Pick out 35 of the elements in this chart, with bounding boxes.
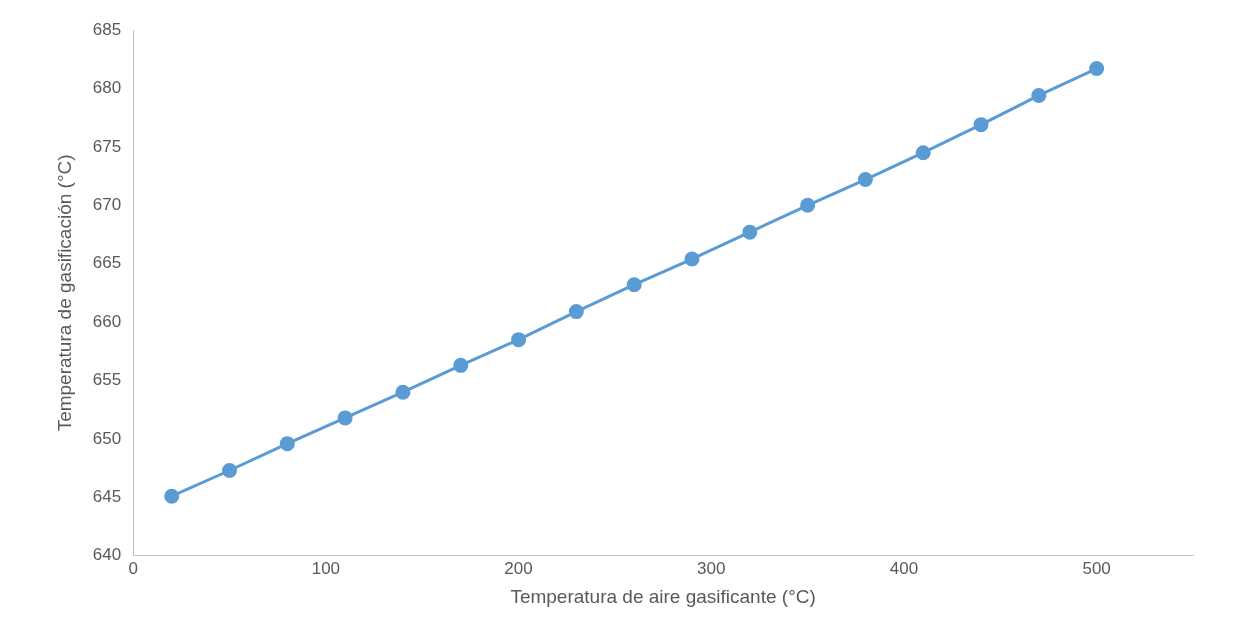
point — [684, 251, 700, 267]
point — [742, 224, 758, 240]
point — [337, 410, 353, 426]
point — [857, 172, 873, 188]
y-tick-label: 660 — [92, 311, 122, 331]
y-tick-label: 685 — [92, 19, 122, 39]
x-axis-title: Temperatura de aire gasificante (°C) — [510, 585, 816, 607]
point — [568, 304, 584, 320]
y-tick-label: 675 — [92, 136, 122, 156]
point — [453, 357, 469, 373]
point — [222, 463, 238, 478]
point — [511, 332, 527, 348]
y-tick-label: 645 — [92, 487, 122, 507]
point — [1089, 61, 1105, 77]
point — [1031, 87, 1047, 103]
x-tick-label: 100 — [311, 558, 341, 578]
y-tick-label: 640 — [92, 545, 122, 565]
point — [279, 436, 295, 452]
point — [800, 197, 816, 213]
point — [164, 488, 180, 504]
y-axis-title: Temperatura de gasificación (°C) — [53, 154, 75, 432]
point — [973, 117, 989, 133]
point — [626, 277, 642, 293]
x-tick-label: 0 — [128, 558, 138, 578]
x-tick-label: 200 — [504, 558, 533, 578]
y-tick-label: 650 — [92, 428, 122, 448]
x-tick-label: 300 — [697, 558, 726, 578]
y-tick-label: 655 — [92, 370, 122, 390]
y-tick-label: 665 — [92, 253, 122, 273]
x-tick-label: 400 — [889, 558, 919, 578]
x-tick-label: 500 — [1082, 558, 1111, 578]
y-tick-label: 670 — [92, 194, 122, 214]
point — [915, 145, 931, 161]
point — [395, 384, 411, 400]
y-tick-label: 680 — [92, 78, 122, 98]
